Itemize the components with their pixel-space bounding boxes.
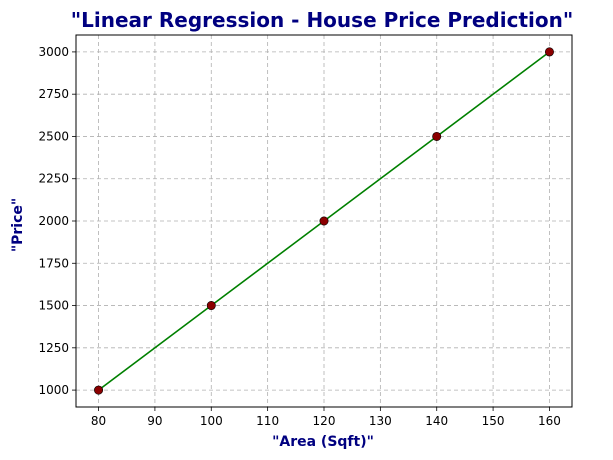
x-tick-label: 130 <box>369 414 392 428</box>
x-axis-label: "Area (Sqft)" <box>272 434 374 450</box>
x-tick-label: 80 <box>91 414 106 428</box>
y-tick-label: 2750 <box>38 87 69 101</box>
x-tick-label: 110 <box>256 414 279 428</box>
x-tick-label: 90 <box>147 414 162 428</box>
point-layer <box>94 47 554 395</box>
x-tick-label: 140 <box>425 414 448 428</box>
data-point <box>206 301 216 311</box>
y-tick-label: 1500 <box>38 299 69 313</box>
y-axis-label: "Price" <box>10 198 26 252</box>
data-point <box>432 131 442 141</box>
y-tick-label: 1000 <box>38 383 69 397</box>
y-tick-label: 2000 <box>38 214 69 228</box>
grid <box>76 35 572 407</box>
data-point <box>319 216 329 226</box>
x-tick-label: 100 <box>200 414 223 428</box>
y-tick-label: 1250 <box>38 341 69 355</box>
y-tick-label: 2500 <box>38 129 69 143</box>
ticks: 80 90 100 110 120 130 140 150 160 1000 1250 1500 175… <box>38 45 560 428</box>
y-tick-label: 1750 <box>38 256 69 270</box>
data-point <box>544 47 554 57</box>
y-tick-label: 3000 <box>38 45 69 59</box>
y-tick-label: 2250 <box>38 172 69 186</box>
data-point <box>94 385 104 395</box>
x-tick-label: 120 <box>313 414 336 428</box>
x-tick-label: 160 <box>538 414 561 428</box>
chart-title: "Linear Regression - House Price Predict… <box>71 8 574 32</box>
x-tick-label: 150 <box>482 414 505 428</box>
